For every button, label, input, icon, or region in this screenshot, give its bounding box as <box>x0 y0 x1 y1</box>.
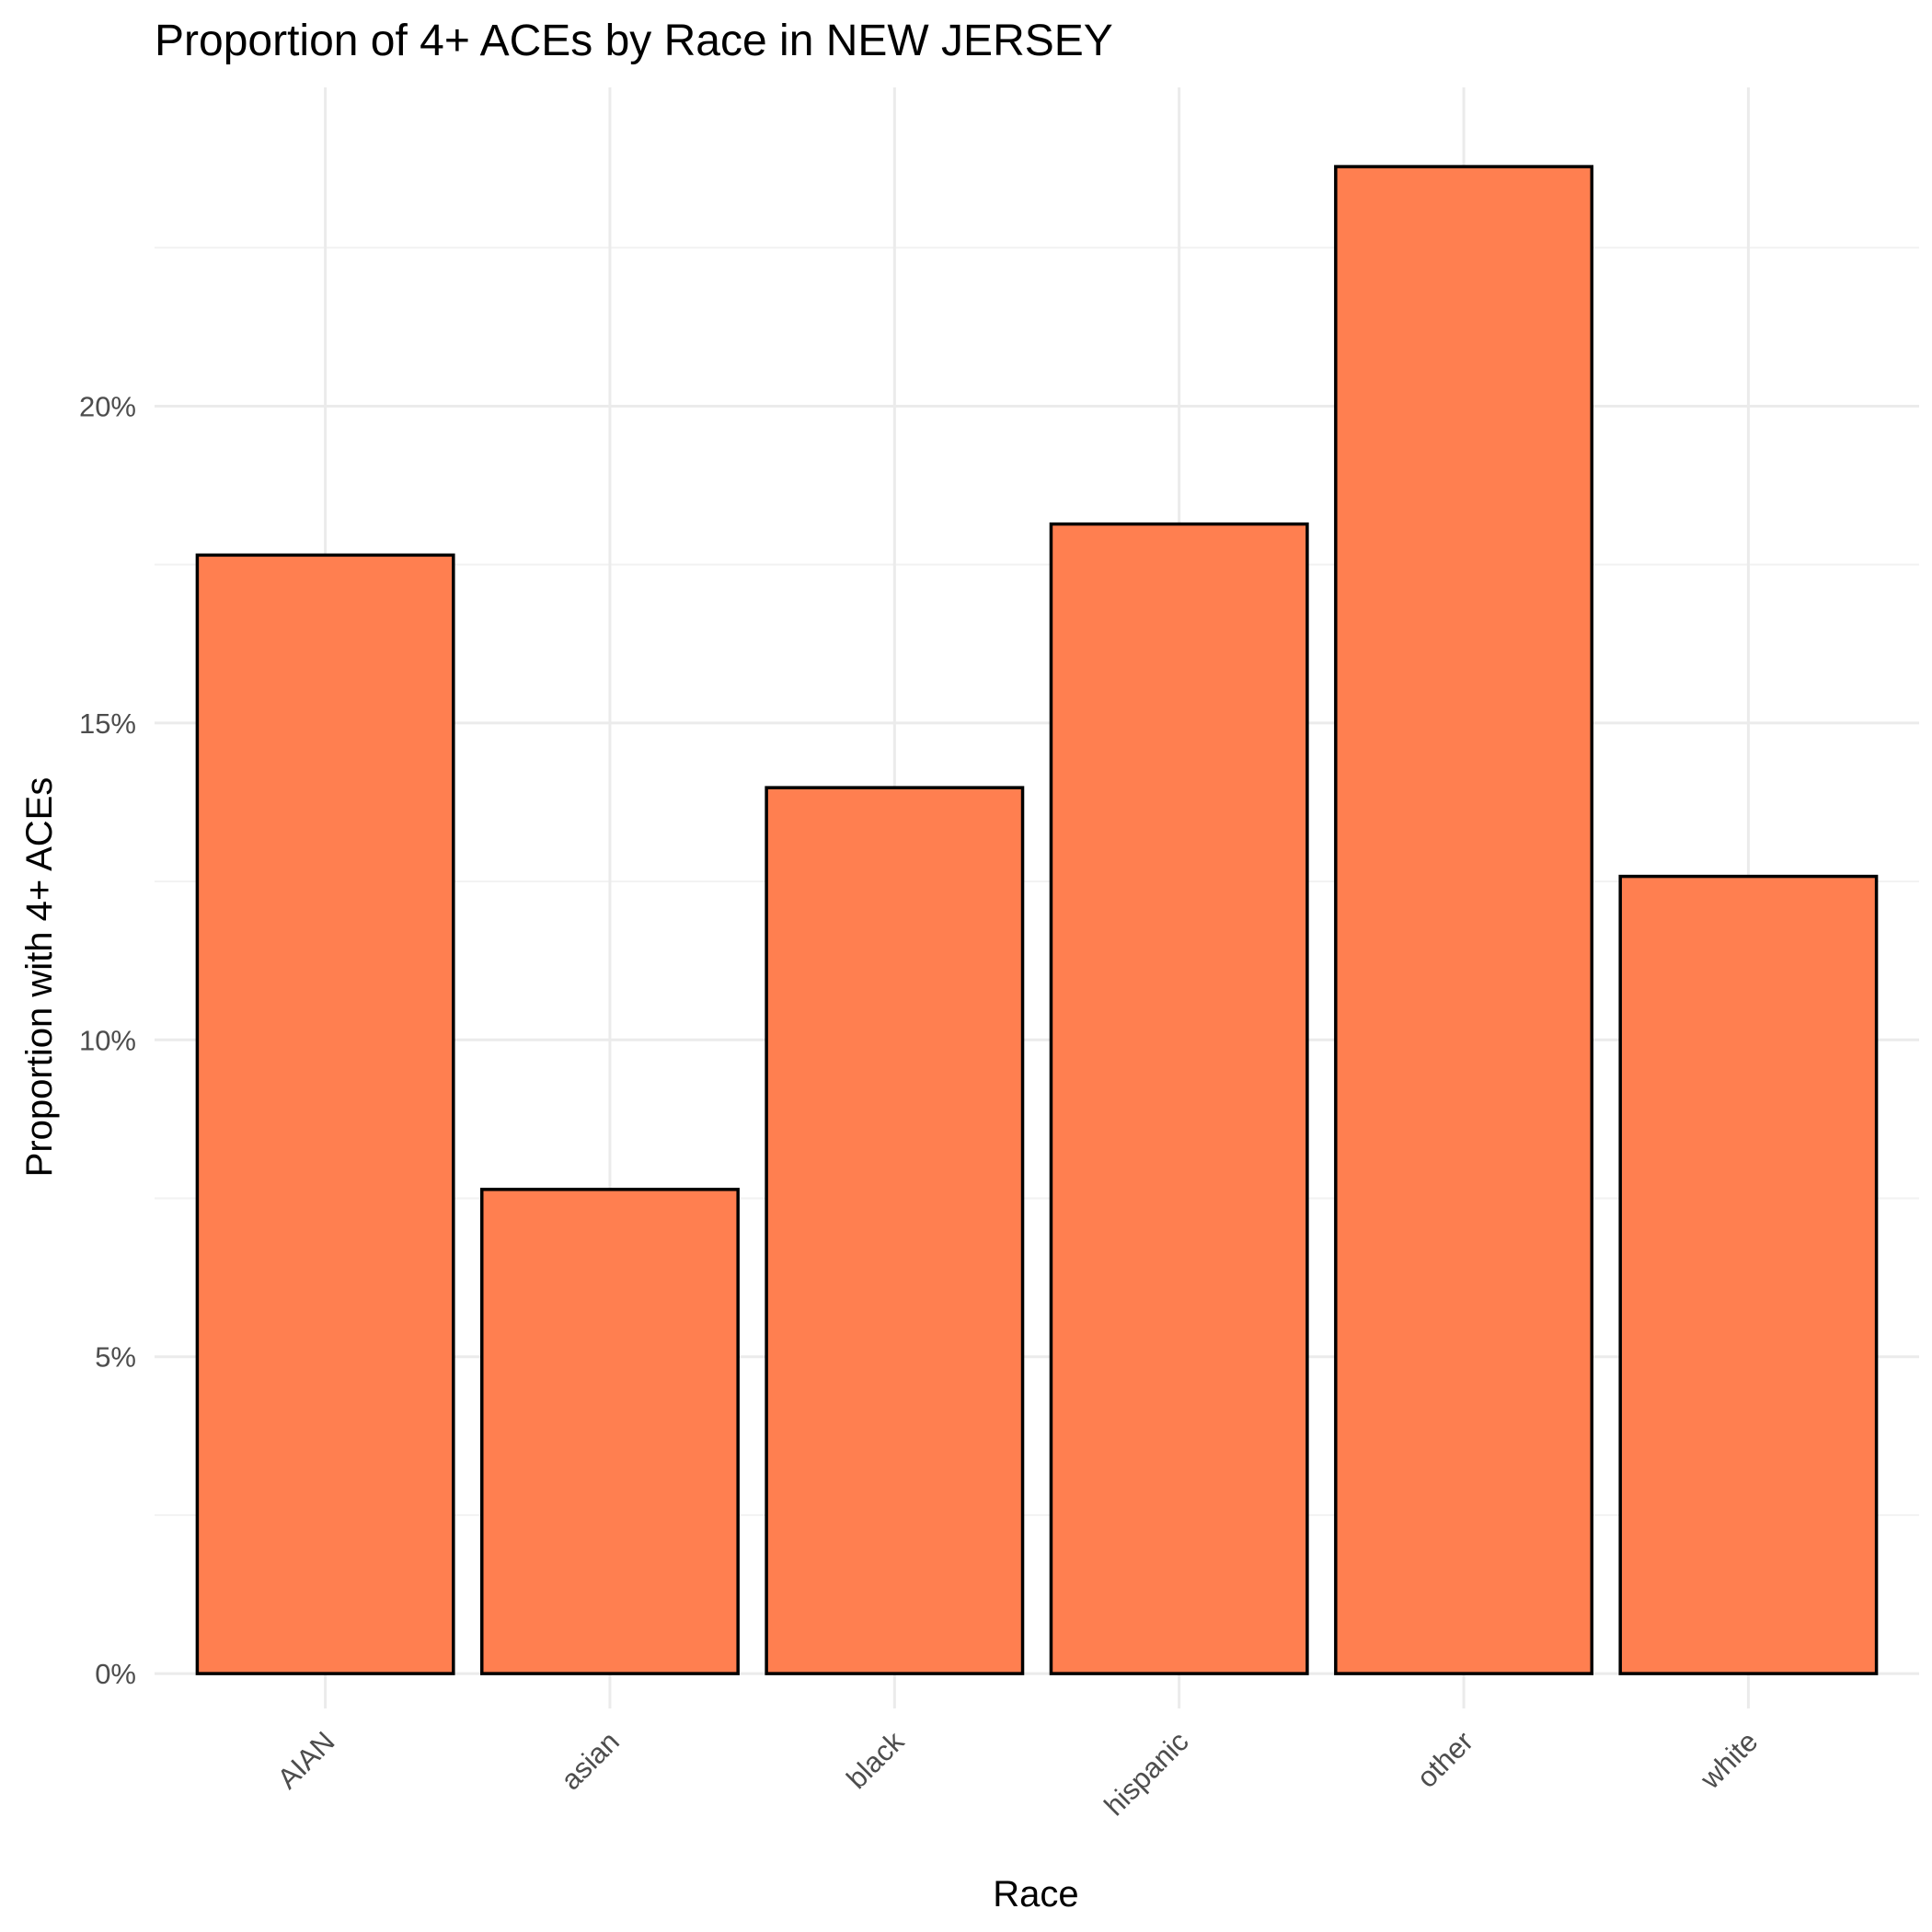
x-axis-title: Race <box>993 1874 1078 1915</box>
x-tick-label: hispanic <box>1098 1725 1194 1822</box>
x-tick-label: black <box>840 1725 910 1795</box>
x-tick-label: other <box>1410 1725 1479 1794</box>
bar-other <box>1334 165 1593 1675</box>
x-axis-ticks: AIAN asian black hispanic other white <box>271 1725 1765 1823</box>
y-tick-label: 20% <box>79 390 136 422</box>
y-axis-ticks: 0% 5% 10% 15% 20% <box>79 390 136 1690</box>
y-axis-title: Proportion with 4+ ACEs <box>19 777 60 1178</box>
x-tick-label: AIAN <box>271 1725 341 1795</box>
bar-hispanic <box>1049 522 1309 1675</box>
y-tick-label: 10% <box>79 1024 136 1056</box>
x-tick-label: white <box>1694 1725 1765 1796</box>
bar-white <box>1618 874 1879 1675</box>
bar-aian <box>195 553 455 1675</box>
bar-asian <box>480 1188 740 1675</box>
y-tick-label: 0% <box>95 1658 136 1690</box>
y-tick-label: 15% <box>79 707 136 740</box>
y-tick-label: 5% <box>95 1341 136 1374</box>
chart-title: Proportion of 4+ ACEs by Race in NEW JER… <box>155 17 1113 65</box>
bars <box>195 165 1879 1675</box>
x-tick-label: asian <box>555 1725 626 1796</box>
bar-black <box>765 786 1025 1675</box>
